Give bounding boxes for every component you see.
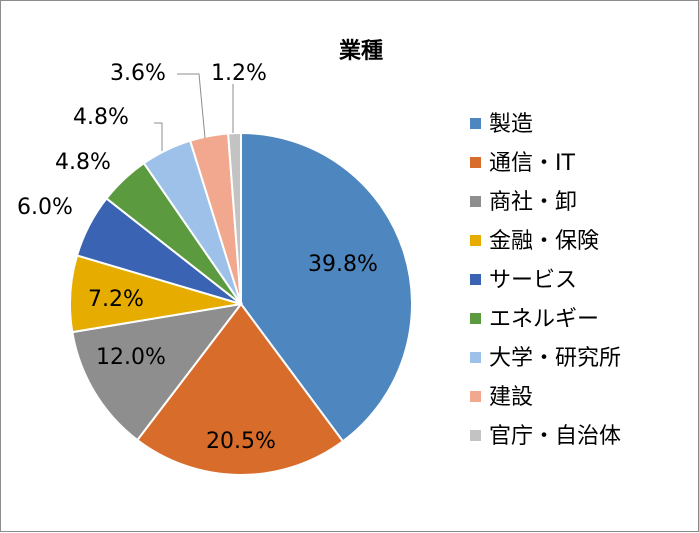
legend-swatch-サービス	[470, 274, 481, 285]
pie-slice-官庁-自治体	[227, 131, 242, 305]
data-label-建設: 3.6%	[110, 61, 166, 86]
legend-swatch-エネルギー	[470, 313, 481, 324]
data-label-製造: 39.8%	[308, 252, 378, 277]
data-label-官庁-自治体: 1.2%	[211, 61, 267, 86]
legend-swatch-商社-卸	[470, 196, 481, 207]
legend-label-商社-卸: 商社・卸	[489, 190, 577, 215]
leader-line-建設	[177, 73, 206, 139]
legend-swatch-大学-研究所	[470, 352, 481, 363]
data-label-サービス: 6.0%	[17, 195, 73, 220]
legend-swatch-通信-IT	[470, 157, 481, 168]
legend-label-官庁-自治体: 官庁・自治体	[489, 424, 621, 449]
legend-label-金融-保険: 金融・保険	[489, 229, 599, 254]
legend-label-製造: 製造	[489, 112, 533, 137]
data-label-金融-保険: 7.2%	[88, 287, 144, 312]
pie-slice-商社-卸	[71, 302, 244, 442]
data-label-エネルギー: 4.8%	[55, 150, 111, 175]
pie-slice-通信-IT	[135, 302, 345, 476]
pie-slices	[69, 131, 413, 476]
chart-title: 業種	[339, 39, 383, 64]
pie-slice-製造	[240, 131, 413, 443]
legend-label-サービス: サービス	[489, 268, 577, 293]
leader-lines	[154, 73, 234, 151]
legend-swatch-金融-保険	[470, 235, 481, 246]
legend-label-建設: 建設	[489, 385, 533, 410]
leader-line-大学-研究所	[154, 122, 163, 151]
data-labels: 39.8% 20.5% 12.0% 7.2% 6.0% 4.8% 4.8% 3.6% 1.2%	[17, 61, 378, 454]
data-label-商社-卸: 12.0%	[96, 345, 166, 370]
legend-swatch-官庁-自治体	[470, 430, 481, 441]
legend-label-通信-IT: 通信・IT	[489, 151, 575, 176]
legend-swatch-製造	[470, 118, 481, 129]
legend-label-大学-研究所: 大学・研究所	[489, 346, 621, 371]
data-label-大学-研究所: 4.8%	[73, 105, 129, 130]
legend-swatch-建設	[470, 391, 481, 402]
data-label-通信-IT: 20.5%	[206, 429, 276, 454]
legend-label-エネルギー: エネルギー	[489, 307, 599, 332]
